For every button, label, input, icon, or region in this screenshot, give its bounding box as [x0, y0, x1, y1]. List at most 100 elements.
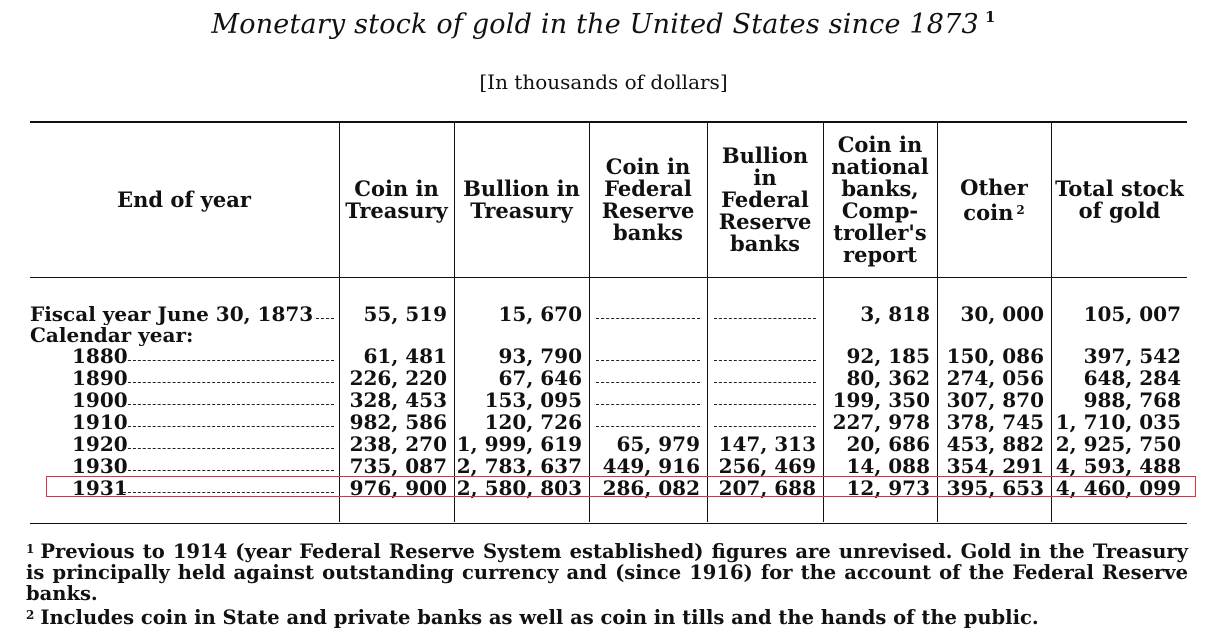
header-line: Treasury: [470, 198, 573, 223]
row-label: 1900: [72, 390, 128, 411]
table-cell: 2, 925, 750: [1055, 432, 1181, 456]
header-line: Bullion in: [463, 176, 580, 201]
table-cell: 3, 818: [860, 302, 930, 326]
table-cell: 226, 220: [349, 366, 447, 390]
header-coin-in-frb: Coin in Federal Reserve banks: [590, 125, 706, 275]
footnote-1: 1 Previous to 1914 (year Federal Reserve …: [26, 540, 1188, 605]
footnote-2: 2 Includes coin in State and private bank…: [26, 606, 1039, 629]
header-bullion-in-treasury: Bullion in Treasury: [455, 125, 588, 275]
table-cell: 378, 745: [946, 410, 1044, 434]
empty-cell-dash: [596, 382, 700, 383]
header-line: troller's: [833, 220, 927, 245]
header-line: Reserve: [718, 209, 812, 234]
header-line: report: [843, 242, 917, 267]
table-cell: 238, 270: [349, 432, 447, 456]
table-cell: 395, 653: [946, 476, 1044, 500]
table-cell: 20, 686: [846, 432, 930, 456]
table-row: 1920 238, 270 1, 999, 619 65, 979 147, 313 20…: [30, 434, 1187, 455]
leader-dots: [122, 382, 334, 383]
table-cell: 1, 999, 619: [456, 432, 582, 456]
highlight-box-1931: [46, 476, 1196, 497]
header-line: Federal: [604, 176, 692, 201]
table-cell: 397, 542: [1083, 344, 1181, 368]
table-cell: 67, 646: [498, 366, 582, 390]
row-label: 1930: [72, 456, 128, 477]
header-line: national: [831, 154, 929, 179]
row-label: 1920: [72, 434, 128, 455]
empty-cell-dash: [714, 426, 816, 427]
header-rule: [30, 277, 1187, 278]
table-cell: 12, 973: [846, 476, 930, 500]
table-cell: 449, 916: [602, 454, 700, 478]
table-cell: 2, 783, 637: [456, 454, 582, 478]
row-label: 1931: [72, 478, 128, 499]
leader-dots: [122, 360, 334, 361]
bottom-rule: [30, 523, 1187, 524]
table-cell: 274, 056: [946, 366, 1044, 390]
table-subtitle: [In thousands of dollars]: [479, 70, 728, 94]
table-cell: 199, 350: [832, 388, 930, 412]
table-cell: 80, 362: [846, 366, 930, 390]
table-cell: 15, 670: [498, 302, 582, 326]
header-end-of-year: End of year: [117, 187, 251, 212]
empty-cell-dash: [596, 360, 700, 361]
table-cell: 2, 580, 803: [456, 476, 582, 500]
header-line: Comp-: [841, 198, 919, 223]
table-cell: 65, 979: [616, 432, 700, 456]
table-cell: 153, 095: [484, 388, 582, 412]
header-line: Coin in: [837, 132, 923, 157]
table-cell: 61, 481: [363, 344, 447, 368]
empty-cell-dash: [714, 404, 816, 405]
header-coin-in-treasury: Coin in Treasury: [340, 125, 453, 275]
leader-dots: [122, 470, 334, 471]
header-other-coin: Other coin 2: [938, 125, 1050, 275]
leader-dots: [122, 492, 334, 493]
table-row: 1890 226, 220 67, 646 80, 362 274, 056 648, 2…: [30, 368, 1187, 389]
table-cell: 4, 593, 488: [1055, 454, 1181, 478]
table-row: Calendar year:: [30, 325, 1187, 346]
table-cell: 120, 726: [484, 410, 582, 434]
header-line: Coin in: [605, 154, 691, 179]
column-divider: [707, 122, 708, 522]
table-cell: 227, 978: [832, 410, 930, 434]
header-line: coin: [963, 199, 1014, 225]
header-line: Bullion: [721, 143, 809, 168]
header-line: Other: [960, 174, 1028, 200]
table-row: 1930 735, 087 2, 783, 637 449, 916 256, 469 1…: [30, 456, 1187, 477]
table-cell: 30, 000: [960, 302, 1044, 326]
leader-dots: [316, 318, 334, 319]
table-cell: 55, 519: [363, 302, 447, 326]
leader-dots: [122, 404, 334, 405]
column-divider: [589, 122, 590, 522]
header-line: Treasury: [345, 198, 448, 223]
table-cell: 988, 768: [1083, 388, 1181, 412]
leader-dots: [122, 448, 334, 449]
table-cell: 1, 710, 035: [1055, 410, 1181, 434]
empty-cell-dash: [596, 404, 700, 405]
header-line: Total stock: [1055, 176, 1184, 201]
table-cell: 92, 185: [846, 344, 930, 368]
table-cell: 147, 313: [718, 432, 816, 456]
header-line: Reserve: [601, 198, 695, 223]
column-divider: [339, 122, 340, 522]
table-cell: 14, 088: [846, 454, 930, 478]
column-divider: [937, 122, 938, 522]
row-label: 1880: [72, 346, 128, 367]
row-label: 1890: [72, 368, 128, 389]
title-footnote-mark: 1: [984, 8, 996, 26]
empty-cell-dash: [714, 382, 816, 383]
table-cell: 328, 453: [349, 388, 447, 412]
table-cell: 93, 790: [498, 344, 582, 368]
table-cell: 307, 870: [946, 388, 1044, 412]
header-total-stock: Total stock of gold: [1052, 125, 1187, 275]
table-cell: 207, 688: [718, 476, 816, 500]
leader-dots: [122, 426, 334, 427]
table-cell: 4, 460, 099: [1055, 476, 1181, 500]
table-cell: 976, 900: [349, 476, 447, 500]
table-cell: 453, 882: [946, 432, 1044, 456]
table-row: 1880 61, 481 93, 790 92, 185 150, 086 397, 54…: [30, 346, 1187, 367]
header-line: Federal: [721, 187, 809, 212]
table-cell: 648, 284: [1083, 366, 1181, 390]
table-row: 1910 982, 586 120, 726 227, 978 378, 745 1, 7…: [30, 412, 1187, 433]
empty-cell-dash: [596, 426, 700, 427]
